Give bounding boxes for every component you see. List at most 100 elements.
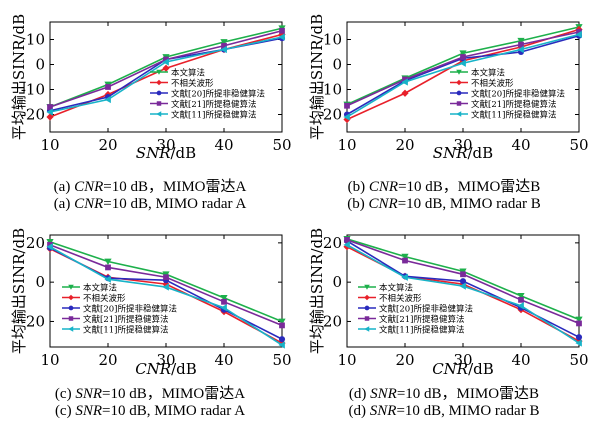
- y-tick-label: 0: [332, 56, 342, 74]
- data-point-s4: [221, 42, 227, 49]
- data-point-s4: [402, 257, 408, 264]
- y-tick-label: -10: [318, 81, 342, 99]
- x-tick-label: 40: [511, 351, 530, 369]
- x-tick-label: 50: [569, 351, 588, 369]
- x-tick-label: 10: [40, 351, 59, 369]
- chart-panel-d: 10 20 30 40 50 -20 0 20 CNR/dB 平均输出SINR/dB 本文算法不相关…: [308, 228, 589, 378]
- data-point-s5: [459, 282, 466, 290]
- x-tick-label: 30: [453, 136, 472, 154]
- legend-b: 本文算法不相关波形文献[20]所提非稳健算法文献[21]所提稳健算法文献[11]…: [450, 68, 565, 121]
- caption-c-en: (c) SNR=10 dB, MIMO radar A: [54, 403, 246, 419]
- legend-label-2: 不相关波形: [379, 293, 422, 304]
- data-point-s3: [278, 336, 286, 343]
- x-tick-label: 50: [272, 136, 291, 154]
- legend-marker-1: [156, 69, 162, 75]
- data-point-s1: [575, 316, 583, 324]
- data-point-s4: [576, 320, 582, 327]
- data-point-s1: [517, 37, 525, 45]
- chart-panel-a: 10 20 30 40 50 -20 -10 0 10 SNR/dB 平均输出SINR/dB 本文算法…: [10, 14, 292, 162]
- data-point-s5: [278, 33, 285, 41]
- legend-label-3: 文献[20]所提非稳健算法: [83, 304, 177, 315]
- data-point-s5: [46, 243, 53, 251]
- legend-label-5: 文献[11]所提稳健算法: [379, 325, 464, 336]
- legend-marker-2: [156, 79, 162, 86]
- y-tick-label: 10: [323, 31, 342, 49]
- legend-marker-1: [68, 284, 74, 290]
- data-point-s5: [278, 341, 285, 349]
- y-axis-label: 平均输出SINR/dB: [308, 228, 326, 354]
- data-point-s2: [46, 113, 54, 121]
- legend-label-1: 本文算法: [171, 68, 205, 79]
- legend-label-2: 不相关波形: [471, 78, 514, 89]
- legend-label-5: 文献[11]所提稳健算法: [83, 325, 168, 336]
- data-point-s1: [220, 294, 228, 302]
- x-tick-label: 10: [337, 351, 356, 369]
- legend-marker-5: [364, 326, 370, 332]
- x-tick-label: 30: [156, 351, 175, 369]
- caption-d-cn: (d) SNR=10 dB，MIMO雷达B: [348, 386, 540, 402]
- caption-a-en: (a) CNR=10 dB, MIMO radar A: [53, 196, 247, 212]
- x-tick-label: 20: [98, 136, 117, 154]
- data-point-s4: [105, 264, 111, 271]
- legend-marker-2: [68, 294, 74, 301]
- legend-marker-4: [364, 316, 370, 321]
- data-point-s3: [459, 278, 467, 285]
- x-tick-label: 10: [40, 136, 59, 154]
- x-axis-label: SNR/dB: [433, 144, 493, 162]
- data-point-s3: [575, 334, 583, 341]
- y-tick-label: 20: [323, 234, 342, 252]
- x-tick-label: 20: [395, 136, 414, 154]
- legend-label-1: 本文算法: [83, 283, 117, 294]
- legend-marker-5: [68, 326, 74, 332]
- legend-a: 本文算法不相关波形文献[20]所提非稳健算法文献[21]所提稳健算法文献[11]…: [150, 68, 265, 121]
- x-tick-label: 30: [156, 136, 175, 154]
- data-point-s4: [518, 41, 524, 48]
- data-point-s5: [517, 302, 524, 310]
- data-point-s4: [279, 27, 285, 34]
- legend-label-4: 文献[21]所提稳健算法: [83, 314, 168, 325]
- legend-marker-2: [456, 79, 462, 86]
- y-tick-label: 0: [332, 273, 342, 291]
- data-point-s4: [344, 102, 350, 109]
- legend-c: 本文算法不相关波形文献[20]所提非稳健算法文献[21]所提稳健算法文献[11]…: [62, 283, 177, 336]
- data-point-s4: [460, 271, 466, 278]
- x-axis-label: CNR/dB: [135, 360, 197, 378]
- data-point-s4: [105, 84, 111, 90]
- x-tick-label: 50: [272, 351, 291, 369]
- legend-label-4: 文献[21]所提稳健算法: [171, 99, 256, 110]
- data-point-s5: [46, 108, 53, 116]
- legend-label-1: 本文算法: [379, 283, 413, 294]
- legend-marker-3: [456, 90, 462, 96]
- data-point-s5: [162, 283, 169, 291]
- data-point-s4: [402, 76, 408, 83]
- data-point-s5: [343, 113, 350, 121]
- data-point-s2: [162, 64, 170, 72]
- x-tick-label: 40: [214, 136, 233, 154]
- caption-b-en: (b) CNR=10 dB, MIMO radar B: [347, 196, 541, 212]
- legend-marker-2: [364, 294, 370, 301]
- legend-label-3: 文献[20]所提非稳健算法: [471, 89, 565, 100]
- y-tick-label: -20: [21, 312, 45, 330]
- data-point-s4: [518, 296, 524, 303]
- y-tick-label: 10: [26, 31, 45, 49]
- data-point-s4: [576, 29, 582, 35]
- data-point-s1: [220, 39, 228, 46]
- chart-panel-c: 10 20 30 40 50 -20 0 20 CNR/dB 平均输出SINR/dB 本文算法不相关…: [10, 228, 292, 378]
- legend-marker-4: [68, 316, 74, 321]
- data-point-s5: [575, 30, 582, 39]
- data-point-s5: [459, 59, 466, 67]
- x-tick-label: 30: [453, 351, 472, 369]
- legend-label-5: 文献[11]所提稳健算法: [471, 110, 556, 121]
- legend-label-2: 不相关波形: [171, 78, 214, 89]
- legend-label-3: 文献[20]所提非稳健算法: [171, 89, 265, 100]
- y-axis-label: 平均输出SINR/dB: [10, 14, 28, 140]
- data-point-s4: [47, 104, 53, 110]
- y-tick-label: -10: [21, 81, 45, 99]
- data-point-s4: [163, 56, 169, 63]
- x-tick-label: 20: [98, 351, 117, 369]
- data-point-s4: [279, 322, 285, 329]
- data-point-s5: [401, 273, 408, 281]
- data-point-s5: [401, 78, 408, 86]
